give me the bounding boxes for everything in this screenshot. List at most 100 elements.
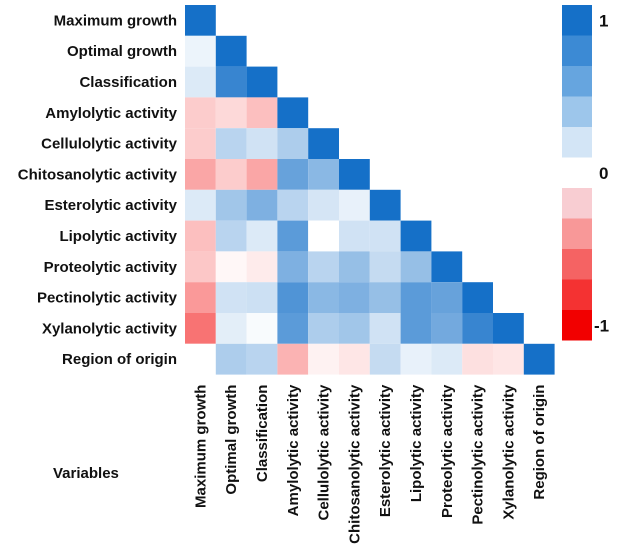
heatmap-cell: Pectinolytic activity / Classification: …: [246, 282, 278, 313]
heatmap-cell: Lipolytic activity / Esterolytic activit…: [369, 220, 401, 252]
heatmap-cell: Proteolytic activity / Chitosanolytic ac…: [339, 251, 370, 283]
heatmap-cell: Pectinolytic activity / Maximum growth: …: [185, 282, 216, 313]
heatmap-cell: Maximum growth / Maximum growth: 1: [185, 5, 216, 36]
row-label: Lipolytic activity: [59, 228, 177, 245]
heatmap-cell: Esterolytic activity / Cellulolytic acti…: [308, 189, 339, 221]
heatmap-cell: Xylanolytic activity / Classification: 0…: [246, 313, 278, 344]
heatmap-cell: Esterolytic activity / Optimal growth: 0…: [215, 189, 247, 221]
heatmap-cell: Chitosanolytic activity / Classification…: [246, 159, 278, 190]
heatmap-cell: Xylanolytic activity / Pectinolytic acti…: [462, 313, 493, 344]
heatmap-cell: Region of origin / Cellulolytic activity…: [308, 343, 339, 375]
heatmap-cell: Region of origin / Proteolytic activity:…: [431, 343, 463, 375]
legend-swatch: [562, 157, 592, 188]
heatmap-cell: Proteolytic activity / Classification: -…: [246, 251, 278, 283]
heatmap-cell: Pectinolytic activity / Lipolytic activi…: [400, 282, 432, 313]
heatmap-cell: Classification / Optimal growth: 0.85: [215, 66, 247, 98]
column-label: Amylolytic activity: [285, 384, 302, 516]
column-label: Optimal growth: [223, 385, 240, 495]
column-label: Pectinolytic activity: [470, 384, 487, 525]
heatmap-cell: Region of origin / Chitosanolytic activi…: [339, 343, 370, 375]
heatmap-cell: Chitosanolytic activity / Amylolytic act…: [277, 159, 309, 190]
heatmap-cell: Region of origin / Region of origin: 1: [523, 343, 555, 375]
column-label: Proteolytic activity: [439, 384, 456, 518]
legend-swatch: [562, 96, 592, 127]
heatmap-cell: Amylolytic activity / Amylolytic activit…: [277, 97, 309, 129]
heatmap-cell: Chitosanolytic activity / Chitosanolytic…: [339, 159, 370, 190]
heatmap-cell: Xylanolytic activity / Cellulolytic acti…: [308, 313, 339, 344]
heatmap-cell: Xylanolytic activity / Optimal growth: 0…: [215, 313, 247, 344]
heatmap-cell: Pectinolytic activity / Proteolytic acti…: [431, 282, 463, 313]
heatmap-cell: Proteolytic activity / Cellulolytic acti…: [308, 251, 339, 283]
heatmap-cell: Pectinolytic activity / Chitosanolytic a…: [339, 282, 370, 313]
heatmap-cell: Cellulolytic activity / Amylolytic activ…: [277, 128, 309, 159]
heatmap-cell: Lipolytic activity / Maximum growth: -0.…: [185, 220, 216, 252]
legend-tick-label: 1: [599, 11, 608, 30]
heatmap-cell: Pectinolytic activity / Amylolytic activ…: [277, 282, 309, 313]
heatmap-cell: Optimal growth / Maximum growth: 0.08: [185, 35, 216, 67]
legend-swatch: [562, 218, 592, 249]
column-label: Maximum growth: [192, 385, 209, 508]
heatmap-cell: Cellulolytic activity / Classification: …: [246, 128, 278, 159]
legend-swatch: [562, 310, 592, 341]
heatmap-cell: Region of origin / Maximum growth: 0: [185, 343, 216, 375]
heatmap-cell: Region of origin / Xylanolytic activity:…: [493, 343, 524, 375]
heatmap-cell: Lipolytic activity / Amylolytic activity…: [277, 220, 309, 252]
column-label: Cellulolytic activity: [316, 384, 333, 521]
row-label: Chitosanolytic activity: [18, 166, 178, 183]
heatmap-cells: Maximum growth / Maximum growth: 1Optima…: [185, 5, 555, 375]
heatmap-cell: Esterolytic activity / Classification: 0…: [246, 189, 278, 221]
row-label: Maximum growth: [54, 12, 177, 29]
heatmap-cell: Lipolytic activity / Classification: 0.1…: [246, 220, 278, 252]
legend-swatch: [562, 5, 592, 36]
heatmap-cell: Pectinolytic activity / Cellulolytic act…: [308, 282, 339, 313]
column-label: Chitosanolytic activity: [346, 384, 363, 544]
column-label: Xylanolytic activity: [500, 384, 517, 520]
heatmap-cell: Region of origin / Classification: 0.3: [246, 343, 278, 375]
heatmap-cell: Region of origin / Optimal growth: 0.35: [215, 343, 247, 375]
heatmap-cell: Lipolytic activity / Optimal growth: 0.3: [215, 220, 247, 252]
row-label: Classification: [79, 74, 177, 91]
heatmap-cell: Amylolytic activity / Maximum growth: -0…: [185, 97, 216, 129]
row-label: Optimal growth: [67, 43, 177, 60]
heatmap-cell: Proteolytic activity / Optimal growth: -…: [215, 251, 247, 283]
heatmap-cell: Proteolytic activity / Maximum growth: -…: [185, 251, 216, 283]
heatmap-cell: Cellulolytic activity / Maximum growth: …: [185, 128, 216, 159]
heatmap-cell: Xylanolytic activity / Maximum growth: -…: [185, 313, 216, 344]
column-labels: Maximum growth Optimal growth Classificati…: [192, 384, 548, 544]
heatmap-cell: Lipolytic activity / Lipolytic activity:…: [400, 220, 432, 252]
heatmap-cell: Lipolytic activity / Chitosanolytic acti…: [339, 220, 370, 252]
row-label: Xylanolytic activity: [42, 320, 178, 337]
heatmap-cell: Amylolytic activity / Classification: -0…: [246, 97, 278, 129]
legend-swatch: [562, 127, 592, 158]
heatmap-cell: Chitosanolytic activity / Optimal growth…: [215, 159, 247, 190]
column-label: Region of origin: [531, 385, 548, 500]
legend-swatch: [562, 279, 592, 310]
variables-axis-label: Variables: [53, 465, 119, 482]
heatmap-cell: Xylanolytic activity / Esterolytic activ…: [369, 313, 401, 344]
heatmap-cell: Optimal growth / Optimal growth: 1: [215, 35, 247, 67]
heatmap-cell: Cellulolytic activity / Optimal growth: …: [215, 128, 247, 159]
heatmap-cell: Esterolytic activity / Amylolytic activi…: [277, 189, 309, 221]
heatmap-cell: Classification / Maximum growth: 0.15: [185, 66, 216, 98]
legend-swatch: [562, 188, 592, 219]
column-label: Esterolytic activity: [377, 384, 394, 517]
row-label: Amylolytic activity: [45, 105, 177, 122]
column-label: Classification: [254, 385, 271, 483]
heatmap-cell: Cellulolytic activity / Cellulolytic act…: [308, 128, 339, 159]
row-label: Pectinolytic activity: [37, 290, 178, 307]
row-label: Cellulolytic activity: [41, 136, 178, 153]
heatmap-cell: Xylanolytic activity / Lipolytic activit…: [400, 313, 432, 344]
heatmap-cell: Xylanolytic activity / Xylanolytic activ…: [493, 313, 524, 344]
legend-swatch: [562, 249, 592, 280]
heatmap-cell: Proteolytic activity / Proteolytic activ…: [431, 251, 463, 283]
legend-swatch: [562, 66, 592, 97]
heatmap-cell: Region of origin / Pectinolytic activity…: [462, 343, 493, 375]
legend-tick-label: -1: [594, 316, 609, 335]
color-legend: 1 0 -1: [562, 5, 609, 341]
row-label: Esterolytic activity: [44, 197, 177, 214]
heatmap-cell: Esterolytic activity / Esterolytic activ…: [369, 189, 401, 221]
heatmap-cell: Esterolytic activity / Chitosanolytic ac…: [339, 189, 370, 221]
legend-tick-label: 0: [599, 164, 608, 183]
heatmap-cell: Xylanolytic activity / Chitosanolytic ac…: [339, 313, 370, 344]
